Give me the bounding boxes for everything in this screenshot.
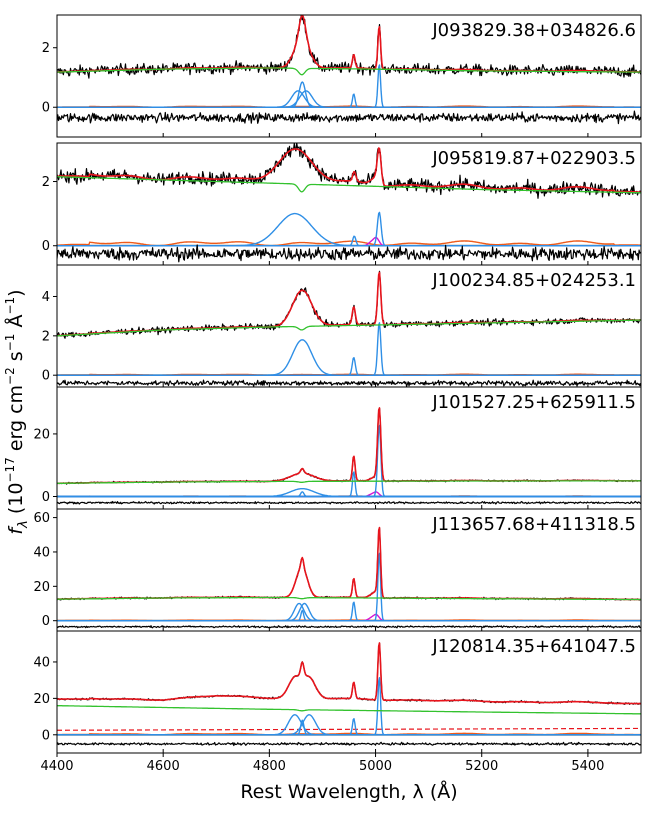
panel-plot-area	[57, 642, 641, 747]
model-fit-line	[57, 407, 641, 485]
panel-plot-area	[57, 143, 641, 263]
host-continuum-line	[57, 480, 641, 484]
gaussian-component-1	[57, 90, 641, 108]
gaussian-component-5	[57, 677, 641, 736]
y-tick-label: 4	[42, 290, 50, 305]
residual-line	[57, 500, 641, 505]
panel-2: 0 2 J095819.87+022903.5	[42, 142, 642, 266]
host-continuum-line	[57, 596, 641, 601]
gaussian-component-3	[57, 322, 641, 376]
y-tick-label: 40	[33, 545, 50, 560]
host-continuum-line	[57, 67, 641, 76]
gaussian-component-4	[57, 601, 641, 622]
gaussian-component-3	[57, 211, 641, 247]
panel-object-name: J095819.87+022903.5	[431, 148, 636, 169]
panel-object-name: J093829.38+034826.6	[431, 20, 636, 41]
x-axis: 4400 4600 4800 5000 5200 5400	[40, 753, 604, 774]
power-law-dashed-line	[57, 727, 641, 731]
panel-3: 0 2 4 J100234.85+024253.1	[42, 264, 642, 388]
gaussian-component-5	[57, 64, 641, 108]
residual-line	[57, 379, 641, 387]
residual-line	[57, 624, 641, 629]
gaussian-component-1	[57, 714, 641, 736]
y-tick-label: 0	[42, 369, 50, 384]
y-label-mid3: Å	[4, 315, 27, 334]
y-tick-label: 20	[33, 692, 50, 707]
observed-spectrum-line	[57, 527, 641, 601]
model-fit-line	[57, 526, 641, 601]
gaussian-component-1	[57, 602, 641, 622]
x-tick-label: 5400	[571, 759, 604, 774]
y-label-mid2: s	[5, 351, 27, 367]
y-label-exp1: −17	[3, 457, 17, 482]
y-tick-label: 0	[42, 614, 50, 629]
y-tick-label: 20	[33, 427, 50, 442]
gaussian-component-1	[57, 339, 641, 376]
y-label-exp3: −1	[3, 334, 17, 352]
y-tick-label: 0	[42, 490, 50, 505]
x-tick-label: 5200	[465, 759, 498, 774]
y-label-close: )	[5, 289, 27, 296]
panel-object-name: J113657.68+411318.5	[431, 514, 636, 535]
y-tick-label: 0	[42, 239, 50, 254]
y-tick-label: 20	[33, 580, 50, 595]
panel-plot-area	[57, 526, 641, 629]
host-continuum-line	[57, 319, 641, 337]
y-label-open: (10	[5, 483, 27, 521]
gaussian-component-2	[57, 714, 641, 736]
gaussian-component-5	[57, 552, 641, 622]
residual-line	[57, 244, 641, 263]
residual-line	[57, 110, 641, 125]
panel-5: 0 20 40 60 J113657.68+411318.5	[33, 508, 642, 632]
panel-frame	[56, 630, 642, 754]
y-tick-label: 60	[33, 511, 50, 526]
residual-line	[57, 741, 641, 747]
host-continuum-line	[57, 705, 641, 715]
gaussian-component-2	[57, 602, 641, 622]
panel-6: 0 20 40 J120814.35+641047.5	[33, 630, 642, 754]
gaussian-component-3	[57, 471, 641, 498]
gaussian-component-4	[57, 718, 641, 736]
x-tick-label: 4600	[147, 759, 180, 774]
model-fit-line	[57, 642, 641, 705]
panel-object-name: J120814.35+641047.5	[431, 636, 636, 657]
gaussian-component-3	[57, 90, 641, 108]
y-tick-label: 2	[42, 41, 50, 56]
gaussian-component-3	[57, 609, 641, 622]
gaussian-component-4	[57, 93, 641, 108]
gaussian-component-2	[57, 357, 641, 376]
y-tick-label: 0	[42, 728, 50, 743]
panel-object-name: J100234.85+024253.1	[431, 270, 636, 291]
y-axis-label: fλ (10−17 erg cm−2 s−1 Å−1)	[3, 289, 31, 534]
panel-1: 0 2 J093829.38+034826.6	[42, 14, 642, 138]
y-tick-label: 2	[42, 175, 50, 190]
y-tick-label: 40	[33, 655, 50, 670]
panels-group: 0 2 J093829.38+034826.6 0 2 J095819.87+022903…	[33, 14, 642, 754]
gaussian-component-3	[57, 719, 641, 736]
panel-4: 0 20 J101527.25+625911.5	[33, 386, 642, 510]
panel-plot-area	[57, 15, 641, 125]
gaussian-component-2	[57, 81, 641, 108]
x-tick-label: 4400	[40, 759, 73, 774]
panel-object-name: J101527.25+625911.5	[431, 392, 636, 413]
gaussian-component-4	[57, 424, 641, 498]
y-tick-label: 0	[42, 101, 50, 116]
panel-plot-area	[57, 270, 641, 387]
panel-frame	[56, 14, 642, 138]
x-tick-label: 4800	[253, 759, 286, 774]
x-tick-label: 5000	[359, 759, 392, 774]
y-label-exp2: −2	[3, 367, 17, 385]
y-label-mid1: erg cm	[5, 385, 27, 457]
y-tick-label: 2	[42, 329, 50, 344]
x-axis-label: Rest Wavelength, λ (Å)	[240, 780, 457, 803]
y-label-lambda: λ	[16, 520, 31, 529]
y-label-exp4: −1	[3, 297, 17, 315]
gaussian-component-1	[57, 488, 641, 498]
observed-spectrum-line	[57, 407, 641, 485]
host-continuum-line	[57, 176, 641, 194]
y-label-f: f	[5, 525, 27, 535]
panel-plot-area	[57, 407, 641, 505]
